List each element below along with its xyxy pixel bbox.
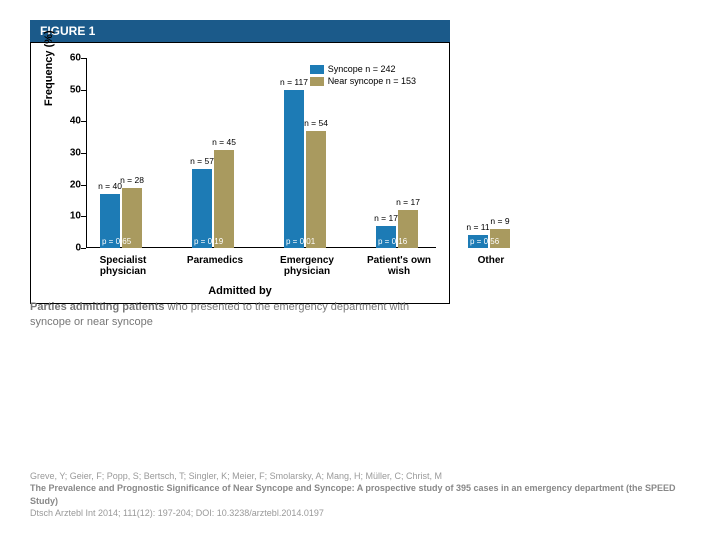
bar-syncope (284, 90, 304, 248)
y-axis-label: Frequency (%) (43, 30, 55, 106)
figure-caption: Parties admitting patients who presented… (30, 300, 450, 331)
y-tick-label: 30 (70, 148, 81, 159)
category-label: Emergencyphysician (274, 255, 340, 277)
y-tick-label: 40 (70, 116, 81, 127)
p-value-label: p = 0.01 (286, 237, 315, 246)
n-label-syncope: n = 57 (190, 156, 214, 166)
category-label: Other (458, 255, 524, 266)
y-tick-label: 10 (70, 211, 81, 222)
p-value-label: p = 0.19 (194, 237, 223, 246)
p-value-label: p = 0.65 (102, 237, 131, 246)
y-tick-label: 20 (70, 179, 81, 190)
figure-container: FIGURE 1 Frequency (%) Syncope n = 242 N… (30, 20, 450, 304)
category-label: Paramedics (182, 255, 248, 266)
n-label-near: n = 45 (212, 137, 236, 147)
chart-box: Frequency (%) Syncope n = 242 Near synco… (30, 42, 450, 304)
caption-lead: Parties admitting patients (30, 301, 164, 313)
legend-item-syncope: Syncope n = 242 (310, 64, 416, 74)
figure-header: FIGURE 1 (30, 20, 450, 42)
legend: Syncope n = 242 Near syncope n = 153 (310, 64, 416, 88)
legend-swatch-syncope (310, 65, 324, 74)
y-tick (81, 90, 86, 91)
category-label: Specialistphysician (90, 255, 156, 277)
x-axis-label: Admitted by (31, 285, 449, 297)
legend-label-near-syncope: Near syncope n = 153 (328, 76, 416, 86)
citation: Dtsch Arztebl Int 2014; 111(12): 197-204… (30, 507, 690, 520)
n-label-near: n = 28 (120, 175, 144, 185)
y-tick-label: 0 (75, 243, 81, 254)
paper-title: The Prevalence and Prognostic Significan… (30, 482, 690, 507)
legend-item-near-syncope: Near syncope n = 153 (310, 76, 416, 86)
y-axis (86, 58, 87, 248)
bar-near-syncope (306, 131, 326, 248)
y-tick (81, 58, 86, 59)
n-label-near: n = 17 (396, 197, 420, 207)
p-value-label: p = 0.16 (378, 237, 407, 246)
y-tick (81, 248, 86, 249)
y-tick (81, 185, 86, 186)
n-label-near: n = 9 (490, 216, 509, 226)
n-label-syncope: n = 11 (466, 222, 489, 232)
n-label-syncope: n = 117 (280, 77, 308, 87)
y-tick (81, 216, 86, 217)
n-label-near: n = 54 (304, 118, 328, 128)
y-tick-label: 50 (70, 84, 81, 95)
category-label: Patient's ownwish (366, 255, 432, 277)
y-tick (81, 121, 86, 122)
bar-near-syncope (214, 150, 234, 248)
y-tick-label: 60 (70, 53, 81, 64)
n-label-syncope: n = 40 (98, 181, 122, 191)
citation-footer: Greve, Y; Geier, F; Popp, S; Bertsch, T;… (30, 470, 690, 520)
authors: Greve, Y; Geier, F; Popp, S; Bertsch, T;… (30, 470, 690, 483)
p-value-label: p = 0.56 (470, 237, 499, 246)
plot-area: Syncope n = 242 Near syncope n = 153 010… (86, 58, 436, 248)
legend-swatch-near-syncope (310, 77, 324, 86)
y-tick (81, 153, 86, 154)
legend-label-syncope: Syncope n = 242 (328, 64, 396, 74)
n-label-syncope: n = 17 (374, 213, 398, 223)
